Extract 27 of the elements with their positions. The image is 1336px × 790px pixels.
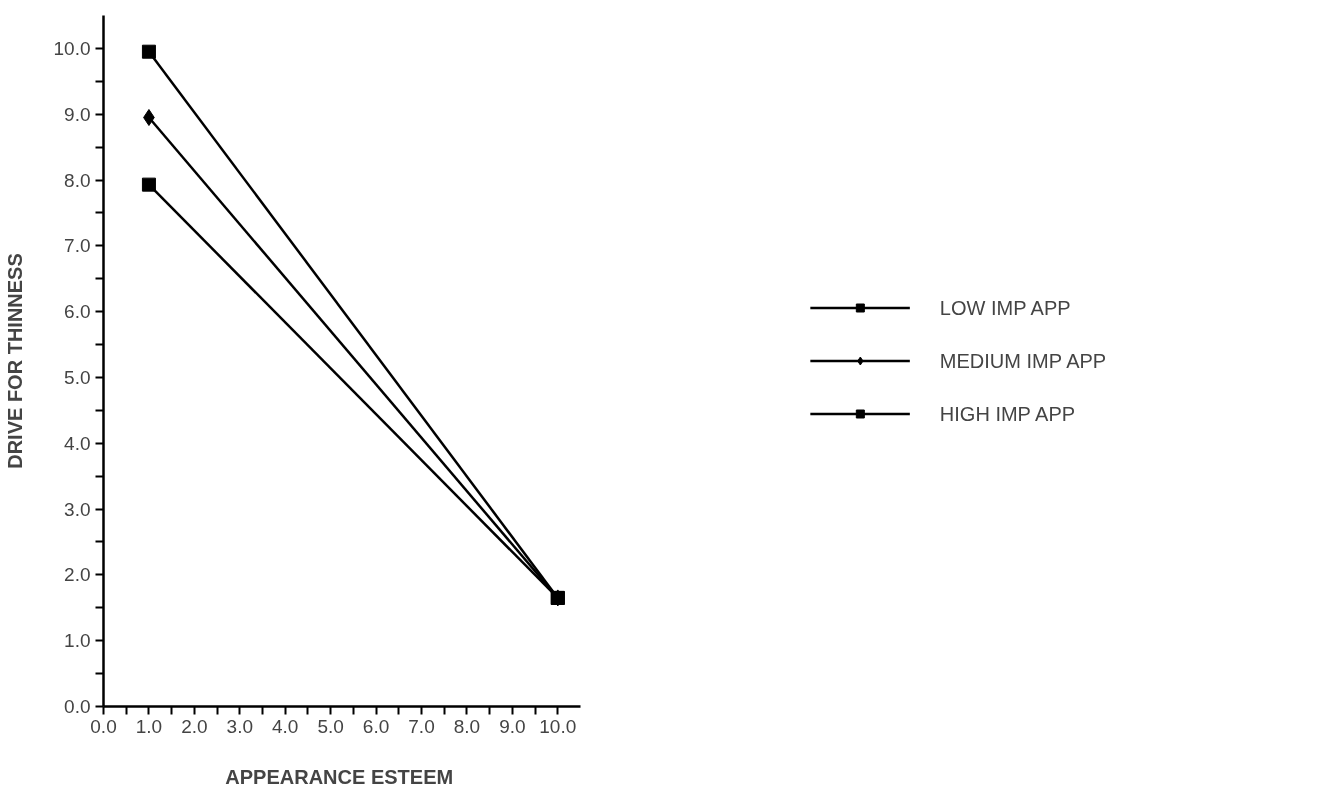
y-tick-label: 7.0 <box>64 235 91 257</box>
legend-label: MEDIUM IMP APP <box>939 349 1107 372</box>
x-tick-label: 9.0 <box>499 715 526 737</box>
y-tick-label: 10.0 <box>53 37 91 59</box>
y-tick-label: 4.0 <box>64 432 91 454</box>
x-tick-label: 0.0 <box>90 715 117 737</box>
legend-label: LOW IMP APP <box>939 296 1071 319</box>
y-tick-label: 6.0 <box>64 301 91 323</box>
x-tick-label: 6.0 <box>362 715 390 737</box>
y-axis-title: DRIVE FOR THINNESS <box>3 253 26 469</box>
x-tick-label: 5.0 <box>317 715 344 737</box>
x-tick-label: 1.0 <box>135 715 163 737</box>
y-tick-label: 5.0 <box>64 366 91 388</box>
x-tick-label: 7.0 <box>408 715 435 737</box>
x-tick-label: 3.0 <box>226 715 253 737</box>
x-tick-label: 4.0 <box>272 715 299 737</box>
y-tick-label: 3.0 <box>64 498 91 520</box>
x-tick-label: 8.0 <box>453 715 481 737</box>
y-tick-label: 9.0 <box>64 103 91 125</box>
y-tick-label: 2.0 <box>64 564 91 586</box>
y-tick-label: 8.0 <box>64 169 91 191</box>
x-tick-label: 10.0 <box>539 715 577 737</box>
legend-label: HIGH IMP APP <box>939 402 1076 425</box>
y-tick-label: 0.0 <box>64 696 91 717</box>
x-tick-label: 2.0 <box>181 715 208 737</box>
y-tick-label: 1.0 <box>64 630 91 652</box>
x-axis-title: APPEARANCE ESTEEM <box>225 765 454 788</box>
